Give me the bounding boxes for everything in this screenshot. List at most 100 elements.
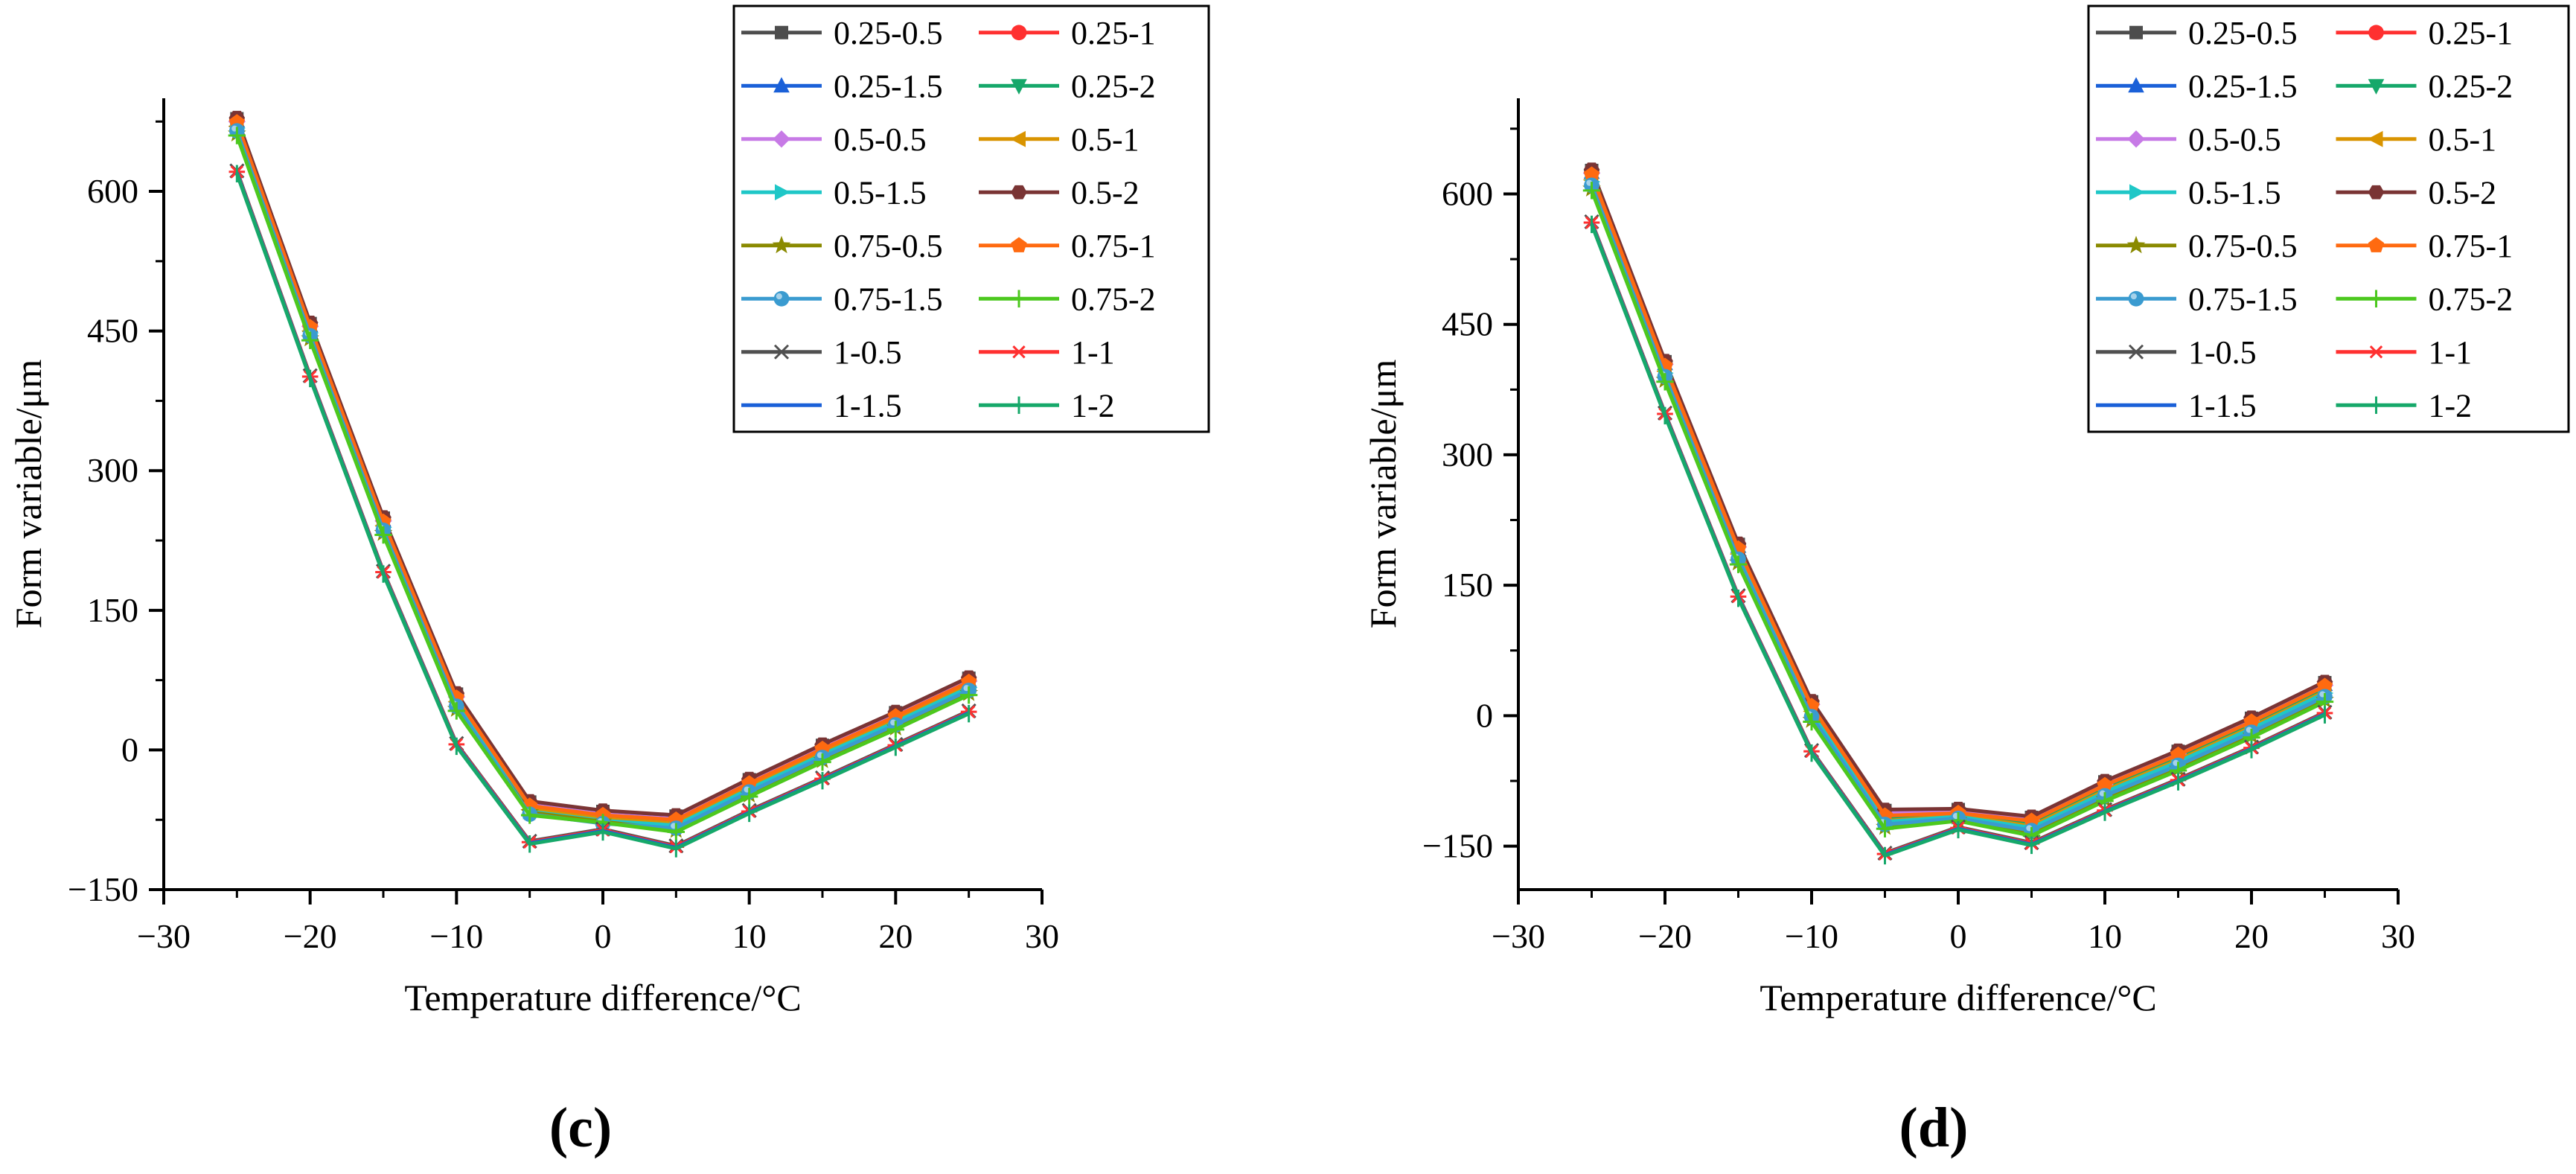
y-tick-label: 300 [1442, 436, 1493, 473]
legend-entry: 1-1.5 [741, 387, 902, 424]
legend-marker [1011, 185, 1027, 200]
y-tick-label: 0 [121, 730, 138, 768]
y-tick-label: −150 [1422, 827, 1493, 865]
legend-label: 0.75-2 [1071, 281, 1156, 317]
x-tick-label: −10 [1785, 917, 1838, 955]
legend-label: 0.5-1 [2429, 121, 2497, 158]
data-point [374, 526, 392, 544]
x-tick-label: 30 [1025, 917, 1059, 955]
legend-marker [2368, 185, 2385, 200]
legend-label: 0.75-0.5 [2188, 228, 2298, 264]
legend-marker [2368, 237, 2385, 252]
x-tick-label: −30 [1492, 917, 1545, 955]
y-tick-label: 150 [87, 591, 138, 629]
legend-marker [772, 235, 791, 254]
legend: 0.25-0.5 0.25-1 0.25-1.5 0.25-2 0.5-0.5 0.5-1… [732, 4, 1210, 433]
legend-entry: 0.75-2 [2336, 281, 2513, 317]
legend-entry: 1-1.5 [2096, 387, 2257, 424]
data-point [1729, 555, 1748, 573]
legend-marker [1010, 290, 1028, 307]
y-tick-label: 300 [87, 451, 138, 489]
legend-box [2087, 4, 2570, 433]
legend-marker [2368, 25, 2384, 41]
legend-label: 0.25-2 [1071, 68, 1156, 104]
legend-entry: 0.25-0.5 [2096, 15, 2298, 51]
legend-label: 0.5-0.5 [834, 121, 927, 158]
legend-label: 0.25-0.5 [2188, 15, 2298, 51]
legend-marker [2129, 25, 2143, 39]
panel-d: −30 −20 −10 0 10 20 30 −150 0 150 300 450 600 Tempera… [1362, 4, 2570, 1159]
legend-entry: 0.75-2 [979, 281, 1156, 317]
legend-marker [1011, 79, 1027, 95]
legend-label: 0.25-2 [2429, 68, 2513, 104]
legend-label: 0.25-1.5 [2188, 68, 2298, 104]
legend-marker [1011, 345, 1027, 359]
y-tick-label: 0 [1476, 696, 1493, 734]
data-point [228, 127, 246, 144]
data-point [301, 331, 319, 349]
x-tick-label: 20 [2234, 917, 2269, 955]
legend-marker [775, 25, 788, 39]
legend-entry: 0.75-0.5 [741, 228, 943, 264]
legend-entry: 0.25-1 [2336, 15, 2513, 51]
x-axis-title: Temperature difference/°C [1760, 977, 2156, 1018]
legend-label: 1-1.5 [2188, 387, 2257, 424]
legend-label: 0.75-1.5 [834, 281, 943, 317]
legend-marker [1010, 130, 1026, 147]
x-tick-label: −20 [1638, 917, 1692, 955]
legend-entry: 1-1 [979, 334, 1115, 371]
legend-entry: 1-0.5 [2096, 334, 2257, 371]
legend-marker [2127, 130, 2145, 148]
x-tick-label: −20 [284, 917, 337, 955]
legend-marker [773, 130, 790, 148]
x-tick-label: 0 [595, 917, 612, 955]
x-tick-label: 30 [2381, 917, 2415, 955]
legend-entry: 0.75-1.5 [2096, 281, 2298, 317]
data-point [814, 753, 831, 771]
legend-marker [773, 290, 790, 307]
panel-label: (c) [549, 1097, 612, 1159]
x-tick-label: 10 [732, 917, 767, 955]
legend-label: 1-2 [1071, 387, 1115, 424]
legend-entry: 0.25-1.5 [741, 68, 943, 104]
legend-entry: 0.25-0.5 [741, 15, 943, 51]
legend-entry: 0.25-2 [979, 68, 1156, 104]
data-point [447, 702, 466, 720]
legend-label: 0.5-1.5 [2188, 174, 2281, 211]
legend-label: 0.75-2 [2429, 281, 2513, 317]
x-tick-label: −10 [429, 917, 483, 955]
series-group [1582, 162, 2334, 865]
data-point [740, 788, 758, 805]
legend-marker [773, 77, 790, 93]
legend-marker [2368, 345, 2385, 359]
x-tick-label: 20 [878, 917, 913, 955]
legend-marker [1011, 25, 1027, 41]
legend-marker [2368, 79, 2385, 95]
legend-label: 0.75-0.5 [834, 228, 943, 264]
legend-label: 0.75-1 [1071, 228, 1156, 264]
legend-entry: 0.25-2 [2336, 68, 2513, 104]
legend-label: 0.25-1 [2429, 15, 2513, 51]
legend-marker [2128, 344, 2144, 360]
x-axis-title: Temperature difference/°C [404, 977, 801, 1018]
legend-entry: 0.5-1.5 [741, 174, 927, 211]
y-axis-title: Form variable/μm [1362, 360, 1404, 629]
legend-entry: 0.25-1 [979, 15, 1156, 51]
legend-entry: 0.5-0.5 [741, 121, 927, 158]
data-point [1876, 820, 1894, 838]
data-point [520, 806, 539, 824]
legend-entry: 0.75-1 [2336, 228, 2513, 264]
legend-marker [2367, 130, 2383, 147]
legend-entry: 1-1 [2336, 334, 2472, 371]
legend-label: 1-0.5 [834, 334, 902, 371]
legend-label: 0.5-1 [1071, 121, 1140, 158]
legend-label: 0.25-1 [1071, 15, 1156, 51]
legend-marker [773, 344, 790, 360]
y-tick-label: 450 [1442, 305, 1493, 343]
legend-box [732, 4, 1210, 433]
legend-entry: 0.75-1.5 [741, 281, 943, 317]
legend-marker [2128, 290, 2144, 307]
legend-label: 1-1 [1071, 334, 1115, 371]
legend-marker [2128, 77, 2144, 93]
legend-label: 0.5-2 [1071, 174, 1140, 211]
